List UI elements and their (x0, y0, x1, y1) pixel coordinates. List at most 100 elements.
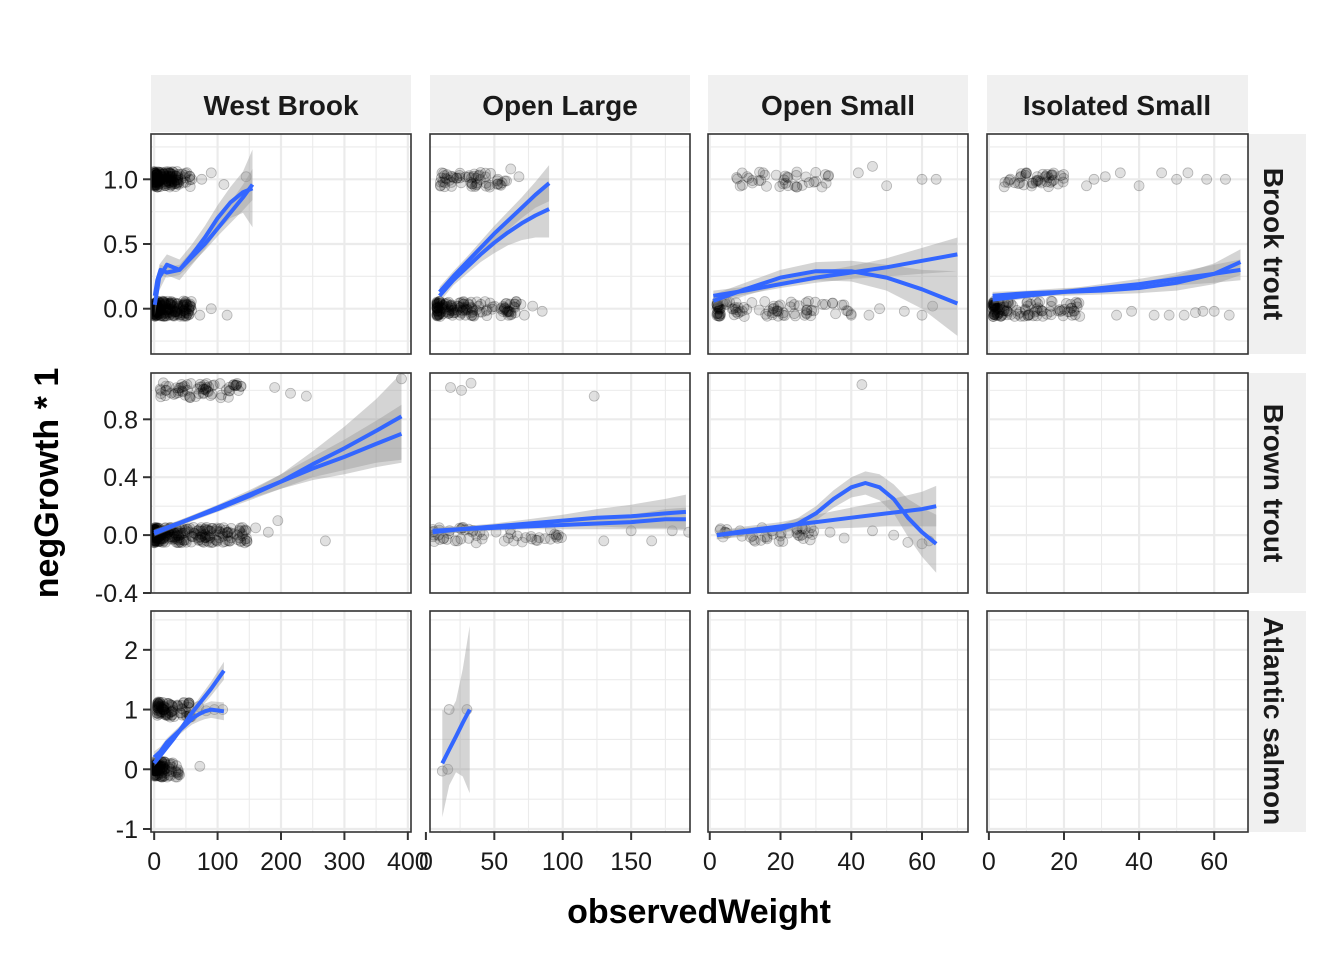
data-point (170, 765, 182, 777)
data-point (460, 302, 472, 313)
gridlines (151, 373, 411, 593)
data-point (178, 309, 190, 321)
data-point (1026, 180, 1037, 192)
data-point (180, 536, 192, 548)
data-point (151, 308, 160, 320)
data-point (151, 535, 161, 547)
data-point (777, 178, 789, 190)
data-point (432, 305, 443, 317)
data-point (151, 167, 161, 179)
data-point (451, 300, 463, 312)
data-point (151, 180, 161, 192)
data-point (151, 306, 160, 318)
data-point (471, 177, 483, 189)
data-point (816, 181, 828, 193)
panel-isolated-small-atlantic-salmon (986, 610, 1249, 833)
data-point (151, 177, 161, 189)
data-point (162, 709, 174, 720)
gridlines (708, 373, 968, 593)
data-point (484, 297, 496, 309)
data-point (164, 699, 176, 711)
data-point (711, 310, 723, 321)
data-point (153, 536, 165, 547)
data-point (166, 179, 177, 191)
data-point (272, 515, 284, 527)
y-axis-title: negGrowth * 1 (28, 368, 66, 598)
data-point (165, 297, 177, 309)
data-point (771, 305, 783, 317)
smooth-line (153, 414, 403, 535)
data-point (153, 698, 164, 710)
data-point (436, 299, 448, 311)
gridlines (151, 611, 411, 832)
data-point (448, 307, 460, 319)
data-point (172, 298, 183, 310)
data-point (165, 304, 176, 316)
data-point (186, 304, 198, 316)
data-point (154, 763, 166, 775)
data-point (433, 301, 445, 313)
data-point (746, 177, 758, 189)
data-point (175, 707, 187, 719)
data-point (1039, 171, 1051, 183)
data-point (166, 296, 177, 308)
data-point (166, 533, 178, 545)
data-point (438, 303, 450, 314)
data-point (151, 168, 163, 180)
data-point (235, 380, 247, 392)
data-point (1045, 170, 1057, 181)
data-point (157, 536, 169, 548)
data-point (151, 705, 163, 716)
data-point (773, 536, 785, 547)
data-point (1197, 305, 1209, 317)
data-point (755, 534, 767, 546)
data-point (469, 181, 481, 192)
data-point (785, 301, 796, 313)
data-point (743, 172, 755, 184)
data-point (223, 535, 235, 547)
data-point (177, 299, 189, 311)
data-point (796, 529, 808, 541)
strip-label-west-brook: West Brook (203, 90, 358, 121)
data-point (159, 170, 171, 182)
data-point (169, 306, 180, 318)
data-point (151, 305, 161, 317)
data-point (470, 537, 482, 549)
data-point (198, 387, 209, 399)
data-point (446, 180, 457, 192)
data-point (454, 172, 466, 184)
data-point (151, 307, 160, 319)
data-point (460, 171, 471, 183)
data-point (218, 522, 230, 534)
data-point (197, 525, 209, 537)
data-point (991, 307, 1003, 319)
data-point (152, 769, 164, 781)
data-point (158, 760, 169, 772)
panel-border (986, 372, 1249, 594)
data-point (215, 392, 227, 404)
data-point (989, 309, 1001, 321)
data-point (444, 307, 455, 318)
data-point (438, 168, 449, 179)
data-point (1069, 309, 1081, 321)
data-point (172, 174, 184, 186)
data-point (1064, 306, 1076, 318)
x-tick-label: 60 (908, 848, 936, 876)
data-point (1035, 304, 1046, 316)
data-point (1099, 171, 1111, 183)
data-point (196, 381, 208, 393)
data-point (154, 759, 166, 771)
data-point (806, 304, 817, 316)
data-point (176, 703, 188, 715)
data-point (510, 296, 522, 307)
data-point (166, 171, 177, 183)
data-point (1027, 310, 1039, 322)
data-point (178, 534, 190, 546)
panel-open-small-brown-trout (707, 372, 969, 594)
data-point (1041, 308, 1053, 320)
data-point (165, 171, 177, 182)
data-point (988, 306, 999, 318)
data-point (151, 537, 160, 549)
data-point (519, 309, 530, 321)
data-point (171, 178, 183, 190)
